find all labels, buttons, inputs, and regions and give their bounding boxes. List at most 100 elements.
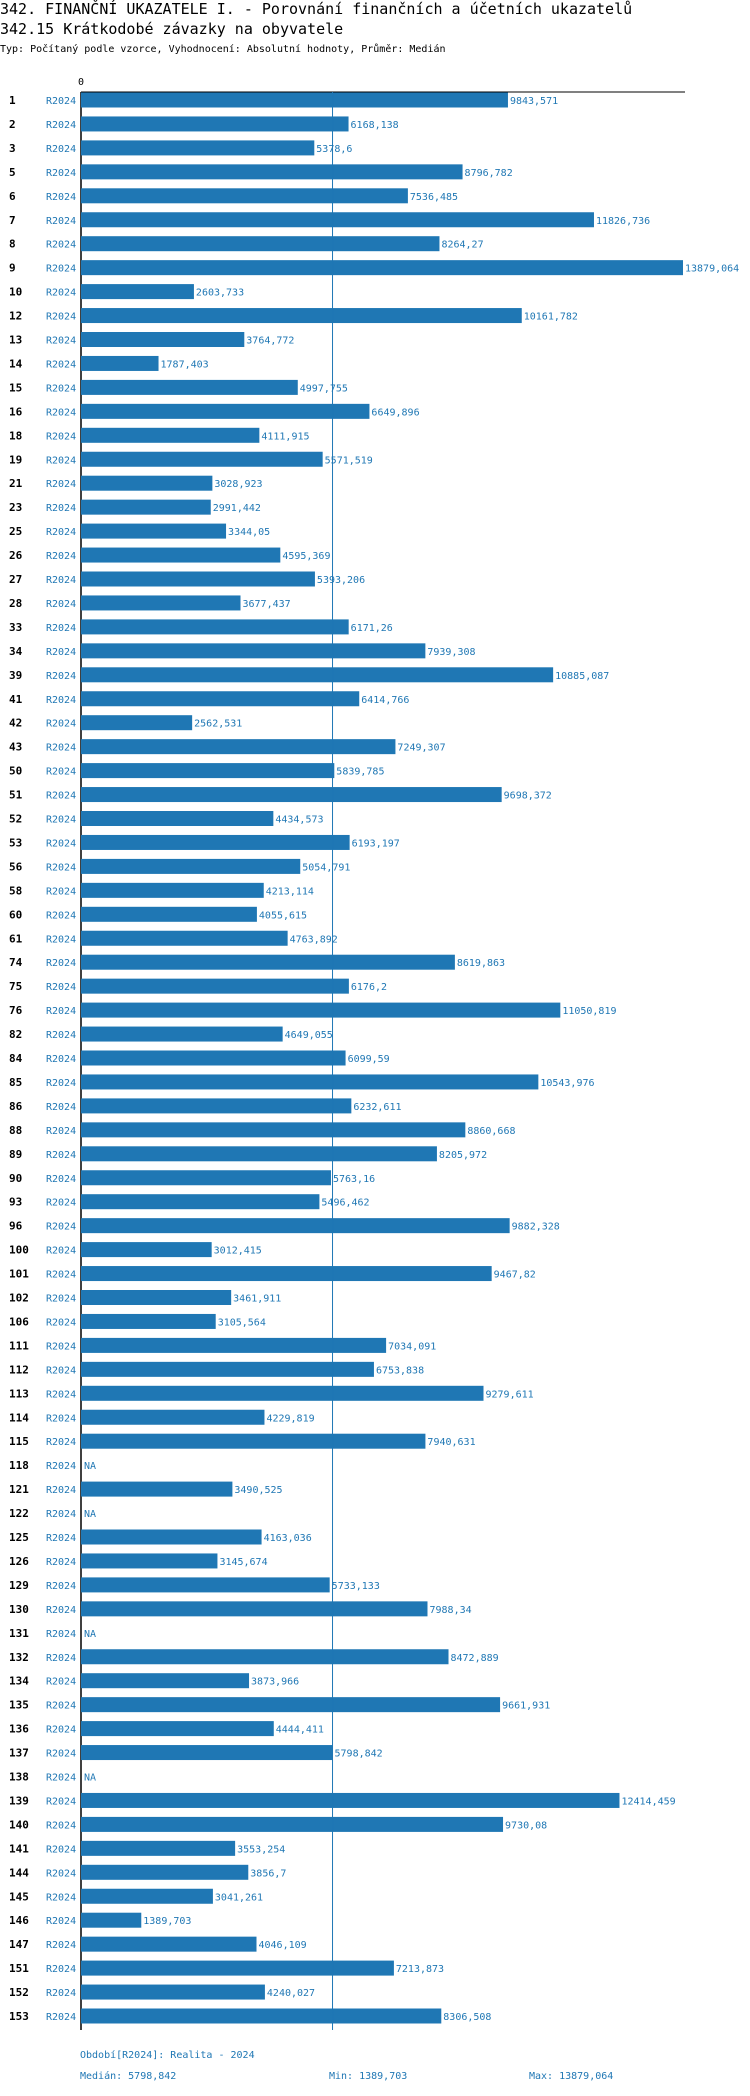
bar [81, 1912, 142, 1928]
row-id-label: 137 [9, 1747, 29, 1760]
bar-value-label: 3041,261 [215, 1892, 263, 1903]
bar-value-label: 6753,838 [376, 1365, 424, 1376]
row-id-label: 147 [9, 1938, 29, 1951]
bar-value-label: 5378,6 [316, 144, 352, 155]
row-id-label: 145 [9, 1890, 29, 1903]
row-id-label: 21 [9, 477, 23, 490]
bar-value-label: 6232,611 [353, 1102, 401, 1113]
row-period-label: R2024 [46, 1437, 76, 1448]
row-id-label: 2 [9, 118, 16, 131]
footer-period: Období[R2024]: Realita - 2024 [80, 2050, 255, 2061]
bar [81, 2008, 442, 2024]
bar-value-label: 6414,766 [361, 695, 409, 706]
bar [81, 379, 298, 395]
row-id-label: 26 [9, 549, 23, 562]
row-period-label: R2024 [46, 1964, 76, 1975]
bar [81, 1577, 330, 1593]
bar-value-label: 7988,34 [429, 1605, 471, 1616]
bar-value-label: 4055,615 [259, 910, 307, 921]
bar-value-label: 4163,036 [264, 1533, 312, 1544]
row-id-label: 52 [9, 813, 22, 826]
row-period-label: R2024 [46, 2012, 76, 2023]
row-id-label: 100 [9, 1244, 29, 1257]
bar [81, 1816, 504, 1832]
bar [81, 1649, 449, 1665]
row-id-label: 14 [9, 357, 23, 370]
bar-value-label: 1389,703 [143, 1916, 191, 1927]
row-period-label: R2024 [46, 1294, 76, 1305]
row-period-label: R2024 [46, 288, 76, 299]
row-id-label: 151 [9, 1962, 29, 1975]
row-period-label: R2024 [46, 695, 76, 706]
chart-title: 342. FINANČNÍ UKAZATELE I. - Porovnání f… [0, 0, 633, 18]
bar [81, 1002, 561, 1018]
bar-value-label: 7213,873 [396, 1964, 444, 1975]
bar [81, 715, 193, 731]
bar [81, 1313, 216, 1329]
row-period-label: R2024 [46, 743, 76, 754]
row-period-label: R2024 [46, 910, 76, 921]
row-period-label: R2024 [46, 1317, 76, 1328]
bar [81, 1936, 257, 1952]
row-period-label: R2024 [46, 934, 76, 945]
row-id-label: 74 [9, 956, 23, 969]
row-id-label: 134 [9, 1675, 29, 1688]
row-period-label: R2024 [46, 1653, 76, 1664]
bar [81, 332, 245, 347]
bar-value-label: 8796,782 [465, 168, 513, 179]
row-id-label: 88 [9, 1124, 22, 1137]
bar-value-label: 9661,931 [502, 1701, 550, 1712]
bar-value-label: 4997,755 [300, 383, 348, 394]
bar-value-label: 3553,254 [237, 1844, 285, 1855]
bar-value-label: 10161,782 [524, 312, 578, 323]
row-period-label: R2024 [46, 982, 76, 993]
bar [81, 834, 350, 850]
bar-value-label: 4763,892 [290, 934, 338, 945]
bar [81, 140, 315, 156]
bar [81, 1385, 484, 1401]
row-period-label: R2024 [46, 1174, 76, 1185]
bar [81, 1242, 212, 1258]
bar-value-label: 8472,889 [451, 1653, 499, 1664]
bar [81, 954, 455, 970]
row-id-label: 89 [9, 1148, 22, 1161]
bar-value-label: 8860,668 [467, 1126, 515, 1137]
row-period-label: R2024 [46, 312, 76, 323]
bar [81, 595, 241, 611]
bar [81, 1194, 320, 1210]
bar [81, 403, 370, 419]
bar-value-label: 8205,972 [439, 1150, 487, 1161]
row-id-label: 121 [9, 1483, 29, 1496]
bar-value-label: 6168,138 [351, 120, 399, 131]
bar-value-label: 3145,674 [219, 1557, 267, 1568]
bar [81, 811, 274, 826]
bar-value-label: NA [84, 1509, 96, 1520]
row-period-label: R2024 [46, 1485, 76, 1496]
bar [81, 164, 463, 180]
bar-value-label: 5393,206 [317, 575, 365, 586]
row-period-label: R2024 [46, 407, 76, 418]
bar-value-label: 10885,087 [555, 671, 609, 682]
bar [81, 1960, 394, 1976]
row-period-label: R2024 [46, 1054, 76, 1065]
row-period-label: R2024 [46, 1701, 76, 1712]
row-id-label: 141 [9, 1842, 29, 1855]
bar-value-label: 9882,328 [512, 1222, 560, 1233]
bar [81, 92, 508, 108]
row-period-label: R2024 [46, 1988, 76, 1999]
bar-value-label: 3873,966 [251, 1677, 299, 1688]
bar-value-label: 5733,133 [332, 1581, 380, 1592]
footer-max: Max: 13879,064 [529, 2071, 614, 2082]
bar [81, 882, 264, 898]
bar-value-label: 12414,459 [621, 1796, 675, 1807]
bar-value-label: NA [84, 1773, 96, 1784]
row-id-label: 5 [9, 166, 16, 179]
bar-value-label: 9730,08 [505, 1820, 547, 1831]
row-id-label: 135 [9, 1699, 29, 1712]
bar-value-label: 3105,564 [218, 1317, 266, 1328]
row-period-label: R2024 [46, 1892, 76, 1903]
bar [81, 1840, 236, 1856]
row-period-label: R2024 [46, 383, 76, 394]
row-period-label: R2024 [46, 886, 76, 897]
bar [81, 1864, 249, 1880]
